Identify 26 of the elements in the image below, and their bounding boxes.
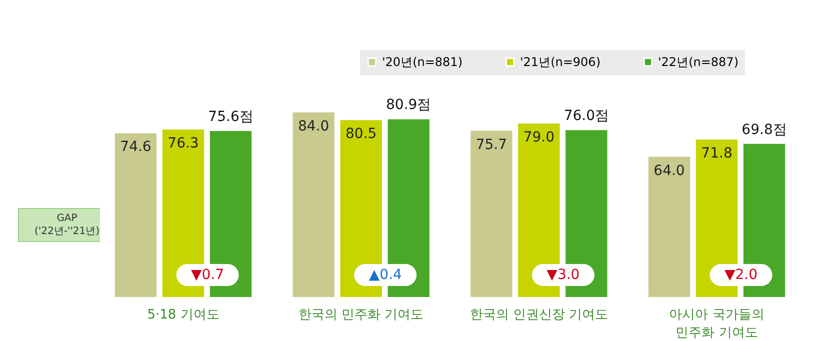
data-label: 71.8 bbox=[701, 145, 732, 162]
data-label: 84.0 bbox=[298, 118, 330, 134]
x-tick-label: 한국의 민주화 기여도 bbox=[298, 308, 424, 322]
legend-label: '22년(n=887) bbox=[658, 55, 738, 70]
annotation: ▼2.0 bbox=[724, 267, 758, 283]
bar bbox=[112, 131, 159, 299]
legend-label: '21년(n=906) bbox=[520, 55, 600, 70]
data-label: 80.9점 bbox=[386, 97, 432, 114]
data-label: 75.6점 bbox=[208, 109, 254, 125]
annotation: ▼0.7 bbox=[191, 267, 224, 283]
x-tick-label: 5·18 기여도 bbox=[147, 308, 220, 322]
x-tick-label: 아시아 국가들의 민주화 기여도 bbox=[669, 308, 764, 340]
annotation: ▼3.0 bbox=[546, 267, 580, 283]
legend-label: '20년(n=881) bbox=[382, 55, 462, 70]
x-tick-label: 한국의 인권신장 기여도 bbox=[470, 308, 608, 322]
data-label: 64.0 bbox=[654, 162, 685, 179]
data-label: 75.7 bbox=[476, 136, 507, 153]
data-label: 76.0점 bbox=[564, 108, 610, 124]
data-label: 80.5 bbox=[345, 126, 377, 142]
annotation: ('22년-''21년) bbox=[33, 225, 101, 238]
data-label: 74.6 bbox=[120, 139, 152, 156]
data-label: 69.8점 bbox=[742, 122, 787, 138]
data-label: 79.0 bbox=[523, 129, 555, 146]
annotation: ▲0.4 bbox=[368, 267, 402, 283]
bar bbox=[646, 154, 692, 299]
data-label: 76.3 bbox=[168, 135, 199, 152]
